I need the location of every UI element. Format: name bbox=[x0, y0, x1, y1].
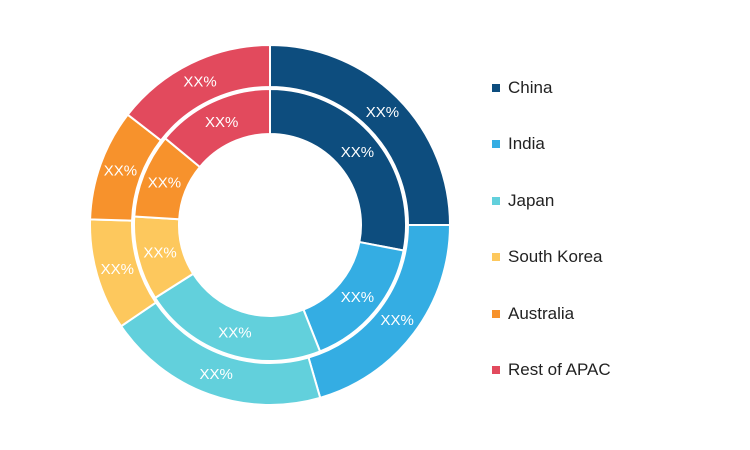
legend-swatch-australia bbox=[492, 309, 500, 318]
legend-swatch-south-korea bbox=[492, 253, 500, 262]
outer-label-india: XX% bbox=[380, 312, 413, 329]
legend-swatch-rest-of-apac bbox=[492, 365, 500, 374]
outer-slice-rest-of-apac bbox=[126, 43, 271, 142]
legend-label-rest-of-apac: Rest of APAC bbox=[508, 359, 611, 379]
legend-swatch-japan bbox=[492, 196, 500, 205]
legend-label-japan: Japan bbox=[508, 190, 555, 210]
legend-item-india: India bbox=[492, 130, 611, 158]
inner-label-australia: XX% bbox=[148, 175, 181, 192]
inner-label-japan: XX% bbox=[218, 324, 251, 341]
outer-label-australia: XX% bbox=[104, 163, 137, 180]
legend-label-india: India bbox=[508, 134, 545, 154]
outer-label-japan: XX% bbox=[199, 366, 232, 383]
legend-item-china: China bbox=[492, 74, 611, 102]
inner-label-india: XX% bbox=[341, 289, 374, 306]
legend-swatch-india bbox=[492, 140, 500, 149]
legend-label-australia: Australia bbox=[508, 303, 575, 323]
legend-item-japan: Japan bbox=[492, 187, 611, 215]
outer-label-south-korea: XX% bbox=[101, 261, 134, 278]
outer-label-china: XX% bbox=[366, 104, 399, 121]
legend-label-south-korea: South Korea bbox=[508, 247, 603, 267]
legend-item-rest-of-apac: Rest of APAC bbox=[492, 356, 611, 384]
legend-label-china: China bbox=[508, 78, 553, 97]
legend: China India Japan South Korea Australia … bbox=[492, 74, 611, 412]
inner-label-china: XX% bbox=[341, 144, 374, 161]
inner-slice-rest-of-apac bbox=[163, 87, 271, 169]
legend-item-south-korea: South Korea bbox=[492, 243, 611, 271]
legend-swatch-china bbox=[492, 84, 500, 92]
inner-label-south-korea: XX% bbox=[143, 245, 176, 262]
legend-item-australia: Australia bbox=[492, 300, 611, 328]
outer-label-rest-of-apac: XX% bbox=[183, 74, 216, 91]
inner-label-rest-of-apac: XX% bbox=[205, 114, 238, 131]
